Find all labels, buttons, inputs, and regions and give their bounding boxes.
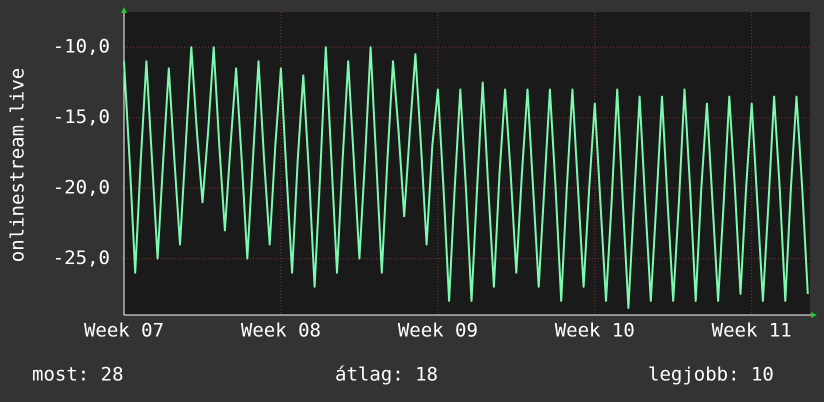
x-tick-label: Week 07 bbox=[84, 320, 164, 342]
axis-arrow bbox=[121, 7, 127, 13]
y-tick-label: -15,0 bbox=[53, 106, 110, 128]
data-line bbox=[123, 46, 809, 309]
x-tick-label: Week 08 bbox=[241, 320, 321, 342]
y-axis-label: onlinestream.live bbox=[7, 68, 29, 262]
axis-arrow bbox=[811, 312, 817, 318]
y-tick-label: -25,0 bbox=[53, 247, 110, 269]
x-tick-label: Week 11 bbox=[712, 320, 792, 342]
x-tick-label: Week 10 bbox=[555, 320, 635, 342]
plot-area bbox=[124, 12, 810, 315]
legend-min: most: 28 bbox=[32, 364, 124, 386]
legend-avg: átlag: 18 bbox=[335, 364, 438, 386]
x-tick-label: Week 09 bbox=[398, 320, 478, 342]
y-tick-label: -20,0 bbox=[53, 177, 110, 199]
legend-max: legjobb: 10 bbox=[648, 364, 774, 386]
y-tick-label: -10,0 bbox=[53, 36, 110, 58]
